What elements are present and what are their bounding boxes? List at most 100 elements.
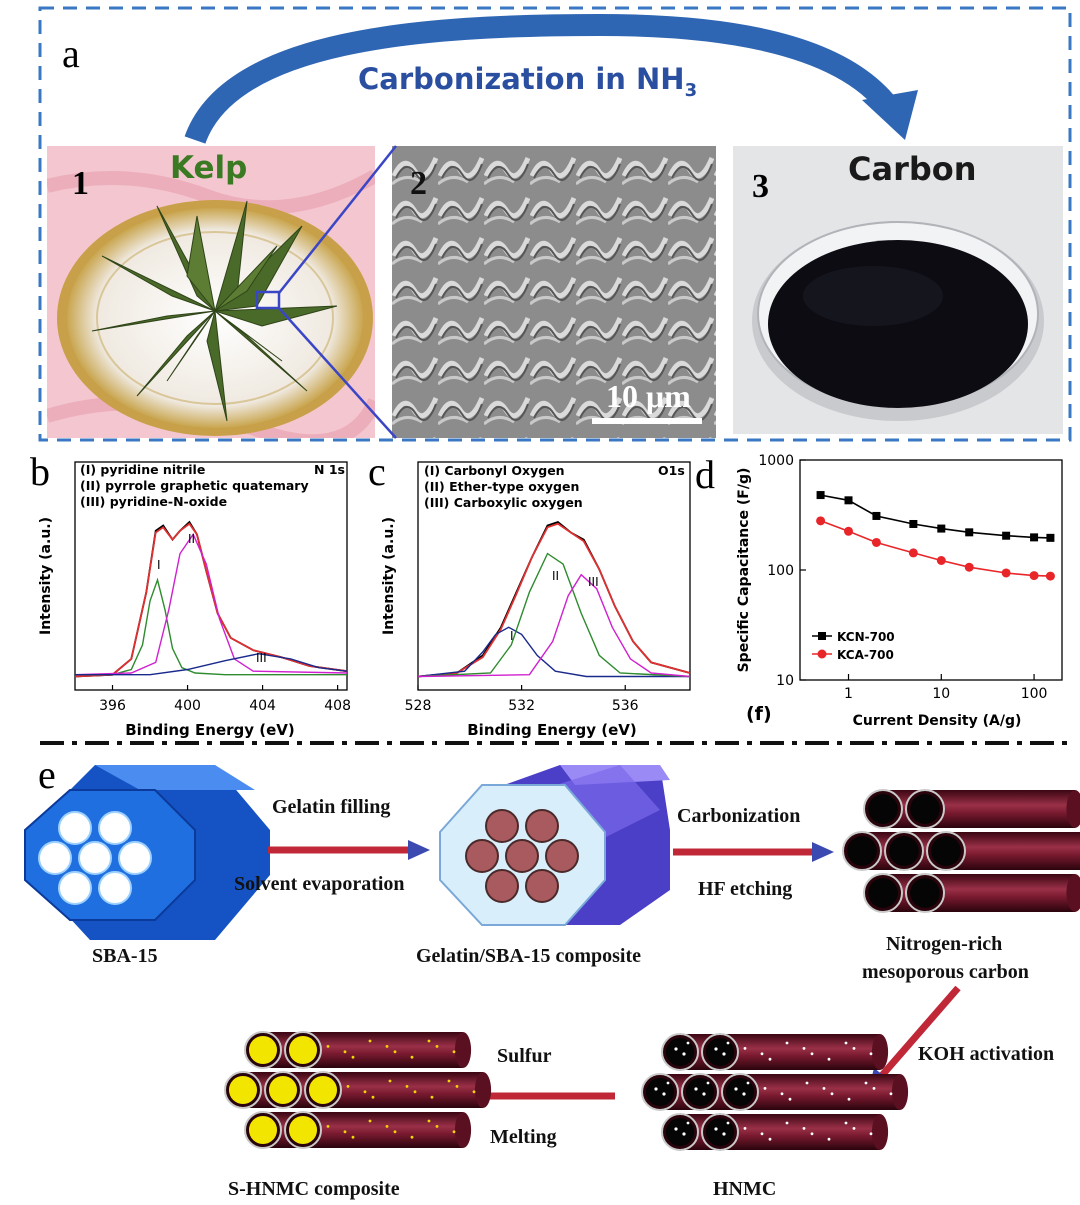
chart-b-xtick-label: 396	[99, 698, 126, 714]
scale-bar-label: 10 μm	[606, 378, 691, 414]
label-s-hnmc: S-HNMC composite	[228, 1178, 400, 1200]
chart-d-point-KCN-700	[816, 491, 825, 500]
chart-b-series-5	[75, 652, 348, 676]
chart-b-xlabel: Binding Energy (eV)	[125, 721, 295, 739]
chart-d-ytick-label: 100	[767, 563, 794, 579]
section-divider	[40, 741, 1068, 745]
chart-d-point-KCA-700	[816, 516, 826, 526]
chart-d-xtick-label: 100	[1021, 686, 1048, 702]
panel-a-frame	[38, 6, 1072, 442]
chart-b-series-2	[74, 522, 348, 678]
chart-b-xtick-label: 404	[249, 698, 276, 714]
chart-b-peak-I: I	[157, 558, 161, 572]
label-composite: Gelatin/SBA-15 composite	[416, 945, 641, 967]
chart-b: 396 400 404 408 (I) pyridine nitrile (II) p…	[38, 461, 351, 739]
sem-image	[392, 146, 716, 438]
chart-d-point-KCN-700	[909, 519, 918, 528]
carbon-photo	[733, 146, 1063, 434]
chart-d-ytick-label: 1000	[758, 453, 794, 469]
chart-d-line-KCA-700	[820, 520, 1051, 577]
label-sba15: SBA-15	[92, 945, 158, 967]
chart-b-series-3	[75, 577, 347, 676]
chart-d-line-KCN-700	[820, 494, 1051, 539]
process-title: Carbonization in NH3	[358, 62, 698, 101]
chart-c-xtick-label: 528	[405, 698, 432, 714]
step-koh-activation: KOH activation	[918, 1043, 1055, 1065]
chart-c-series-4	[417, 552, 691, 678]
chart-b-corner: N 1s	[314, 462, 345, 477]
chart-c-series-2	[417, 522, 691, 678]
chart-d-sublabel: (f)	[746, 703, 772, 725]
carbon-label: Carbon	[848, 150, 977, 188]
zoom-lines	[278, 145, 397, 439]
step-sulfur: Sulfur	[497, 1045, 552, 1067]
chart-d-legend: KCN-700 KCA-700	[812, 630, 895, 662]
chart-c-ylabel: Intensity (a.u.)	[381, 517, 397, 635]
chart-c-legend-3: (III) Carboxylic oxygen	[424, 495, 583, 510]
chart-d-point-KCA-700	[1001, 568, 1011, 578]
s-hnmc-icon	[224, 1031, 492, 1149]
step-gelatin-filling: Gelatin filling	[272, 796, 391, 818]
chart-c-series-1	[417, 520, 691, 678]
kelp-photo	[47, 146, 375, 438]
chart-c-corner: O1s	[658, 463, 685, 478]
sem-number: 2	[410, 165, 427, 202]
chart-c-xlabel: Binding Energy (eV)	[467, 721, 637, 739]
chart-c-xtick-label: 532	[508, 698, 535, 714]
schematic-e	[24, 765, 1080, 1151]
carbon-tubes-icon	[842, 789, 1080, 913]
chart-d-xtick-label: 10	[932, 686, 950, 702]
chart-b-frame	[74, 461, 348, 691]
chart-b-series-1	[74, 520, 348, 678]
chart-d-point-KCA-700	[964, 562, 974, 572]
chart-c-series-3	[417, 626, 690, 678]
chart-d-xtick-label: 1	[844, 686, 853, 702]
chart-b-series-4	[74, 532, 348, 676]
kelp-number: 1	[72, 165, 89, 202]
chart-d-frame	[799, 459, 1063, 681]
chart-d-point-KCN-700	[1030, 533, 1039, 542]
chart-d-point-KCN-700	[965, 528, 974, 537]
chart-b-legend-3: (III) pyridine-N-oxide	[80, 494, 227, 509]
chart-c-series-5	[417, 573, 691, 678]
chart-b-xtick-label: 400	[174, 698, 201, 714]
step-solvent-evaporation: Solvent evaporation	[234, 873, 405, 895]
step-carbonization: Carbonization	[677, 805, 801, 827]
chart-d: 1 10 100 10 100 1000 KCN-700 KCA-700 (f) Curr…	[736, 453, 1063, 729]
chart-b-legend-1: (I) pyridine nitrile	[80, 462, 205, 477]
hnmc-icon	[641, 1033, 909, 1151]
chart-d-point-KCA-700	[844, 526, 854, 536]
label-nrmc-2: mesoporous carbon	[862, 961, 1029, 983]
chart-d-point-KCN-700	[872, 511, 881, 520]
label-nrmc-1: Nitrogen-rich	[886, 933, 1003, 955]
chart-c-peak-I: I	[510, 629, 514, 643]
chart-b-peak-III: III	[256, 651, 267, 665]
panel-letter-a: a	[62, 31, 80, 76]
chart-d-point-KCN-700	[1046, 533, 1055, 542]
chart-d-point-KCA-700	[936, 556, 946, 566]
panel-letter-e: e	[38, 752, 56, 797]
chart-b-ylabel: Intensity (a.u.)	[38, 517, 54, 635]
chart-c-frame	[417, 461, 691, 691]
step-melting: Melting	[490, 1126, 557, 1148]
chart-d-point-KCA-700	[1029, 571, 1039, 581]
label-hnmc: HNMC	[713, 1178, 777, 1200]
chart-d-xlabel: Current Density (A/g)	[853, 713, 1022, 729]
chart-d-point-KCA-700	[908, 548, 918, 558]
chart-b-legend-2: (II) pyrrole graphetic quatemary	[80, 478, 309, 493]
chart-d-ytick-label: 10	[776, 673, 794, 689]
chart-c: 528 532 536 (I) Carbonyl Oxygen (II) Ether…	[381, 461, 691, 739]
chart-c-peak-II: II	[552, 569, 559, 583]
chart-d-point-KCA-700	[871, 537, 881, 547]
chart-d-legend-kcn: KCN-700	[837, 630, 895, 644]
composite-icon	[439, 765, 670, 926]
sba15-icon	[24, 765, 270, 940]
kelp-label: Kelp	[170, 150, 248, 186]
chart-b-peak-II: II	[188, 532, 195, 546]
chart-d-ylabel: Specific Capacitance (F/g)	[736, 468, 752, 673]
chart-d-point-KCN-700	[844, 496, 853, 505]
chart-d-point-KCN-700	[937, 524, 946, 533]
chart-b-xtick-label: 408	[324, 698, 351, 714]
chart-d-legend-kca: KCA-700	[837, 648, 894, 662]
step-hf-etching: HF etching	[698, 878, 793, 900]
